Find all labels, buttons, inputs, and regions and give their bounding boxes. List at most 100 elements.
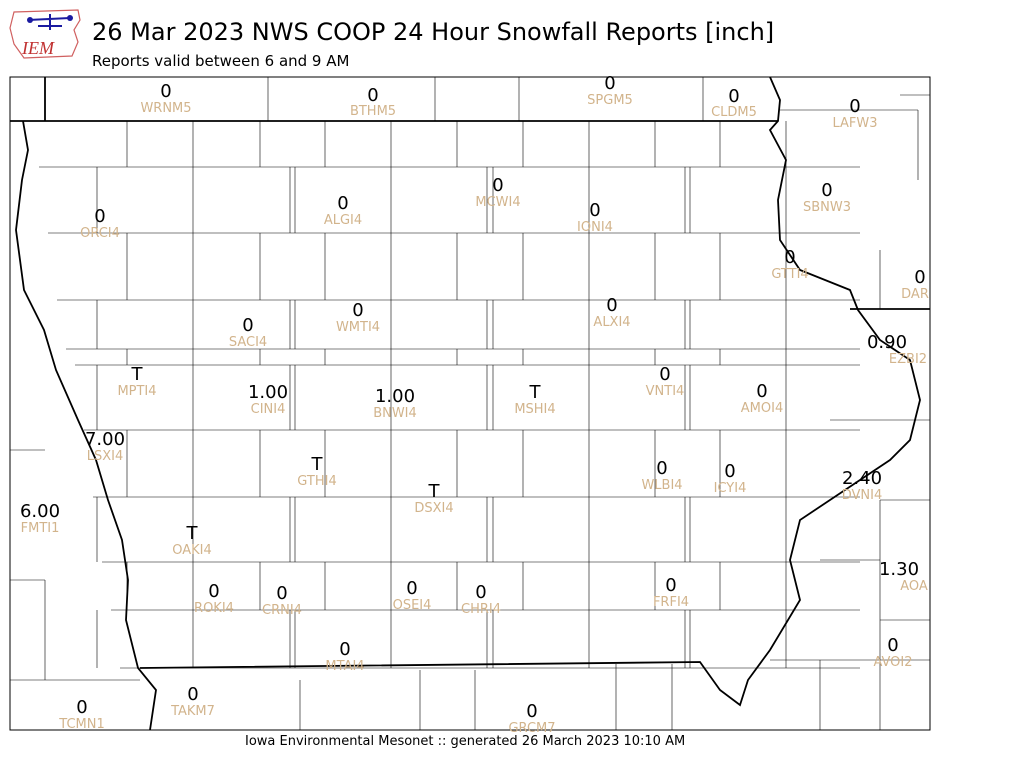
station-id: FRFI4 (653, 595, 689, 610)
snowfall-value: 7.00 (85, 429, 125, 450)
snowfall-value: 0 (352, 300, 363, 321)
snowfall-value: 0 (656, 458, 667, 479)
snowfall-value: 0 (242, 315, 253, 336)
snowfall-value: 0 (784, 247, 795, 268)
snowfall-value: 0 (849, 96, 860, 117)
station-id: WMTI4 (336, 320, 380, 335)
station-id: AVOI2 (873, 655, 912, 670)
snowfall-value: 2.40 (842, 468, 882, 489)
station-id: BTHM5 (350, 104, 396, 119)
station-id: CRNI4 (262, 603, 302, 618)
snowfall-value: 6.00 (20, 501, 60, 522)
station-id: FMTI1 (21, 521, 60, 536)
snowfall-value: 0 (492, 175, 503, 196)
station-id: TAKM7 (170, 704, 215, 719)
snowfall-value: T (529, 382, 542, 403)
snowfall-value: T (186, 523, 199, 544)
snowfall-value: 0 (208, 581, 219, 602)
station-id: OAKI4 (172, 543, 212, 558)
snowfall-value: T (131, 364, 144, 385)
snowfall-value: 0 (187, 684, 198, 705)
snowfall-value: 0 (914, 267, 925, 288)
station-id: CHRI4 (461, 602, 501, 617)
basemap: Iowa Environmental Mesonet :: generated … (9, 76, 931, 749)
station-id: MTAI4 (325, 659, 364, 674)
station-id: LAFW3 (832, 116, 877, 131)
footer: Iowa Environmental Mesonet :: generated … (245, 734, 685, 749)
snowfall-value: 0 (276, 583, 287, 604)
station-id: DAR (901, 287, 929, 302)
station-id: ALGI4 (324, 213, 362, 228)
snowfall-value: 0 (821, 180, 832, 201)
station-id: IONI4 (577, 220, 613, 235)
snowfall-value: 0.90 (867, 332, 907, 353)
station-id: SACI4 (229, 335, 267, 350)
snowfall-value: 0 (589, 200, 600, 221)
station-id: TCMN1 (58, 717, 104, 732)
snowfall-value: 0 (606, 295, 617, 316)
station-id: MPTI4 (117, 384, 156, 399)
station-id: ROKI4 (194, 601, 234, 616)
snowfall-value: 0 (756, 381, 767, 402)
snowfall-value: 0 (604, 73, 615, 94)
station-id: DSXI4 (414, 501, 453, 516)
station-id: CLDM5 (711, 105, 757, 120)
snowfall-value: 0 (724, 461, 735, 482)
snowfall-value: 0 (887, 635, 898, 656)
snowfall-value: 1.30 (879, 559, 919, 580)
station-id: ORCI4 (80, 226, 120, 241)
snowfall-value: 0 (76, 697, 87, 718)
station-id: MSHI4 (514, 402, 555, 417)
title: 26 Mar 2023 NWS COOP 24 Hour Snowfall Re… (92, 18, 774, 46)
station-id: ALXI4 (593, 315, 630, 330)
station-id: EZBI2 (889, 352, 927, 367)
station-id: GTTI4 (771, 267, 808, 282)
station-id: MCWI4 (475, 195, 520, 210)
station-id: SBNW3 (803, 200, 851, 215)
station-id: DVNI4 (842, 488, 883, 503)
station-id: BNWI4 (373, 406, 417, 421)
station-id: AOA (900, 579, 928, 594)
snowfall-value: 0 (367, 85, 378, 106)
station-id: GTHI4 (297, 474, 336, 489)
station-id: VNTI4 (646, 384, 685, 399)
logo: IEM (9, 9, 81, 59)
snowfall-value: 0 (728, 86, 739, 107)
station-id: GRCM7 (508, 721, 555, 736)
station-id: WRNM5 (140, 101, 191, 116)
snowfall-value: T (311, 454, 324, 475)
station-id: AMOI4 (741, 401, 783, 416)
station-id: OSEI4 (393, 598, 432, 613)
